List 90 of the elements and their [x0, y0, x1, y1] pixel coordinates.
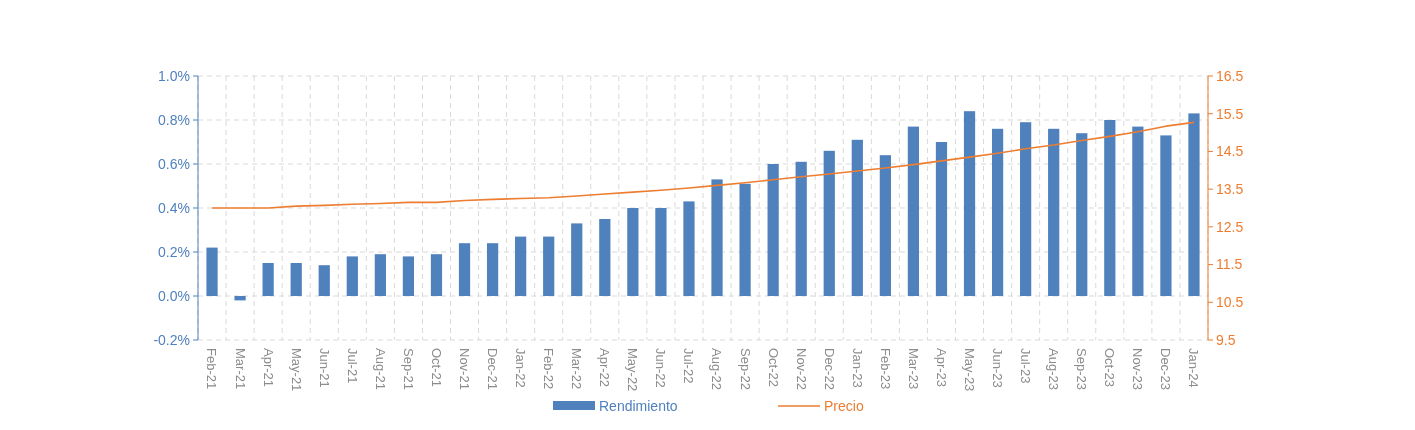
bar	[1132, 126, 1144, 296]
bar	[515, 236, 527, 296]
x-tick-label: Aug-21	[372, 348, 388, 390]
bar	[346, 256, 358, 296]
y2-tick-label: 9.5	[1216, 331, 1236, 348]
bar	[627, 208, 639, 296]
bar	[430, 254, 443, 296]
bar	[655, 208, 667, 296]
x-tick-label: Feb-23	[877, 348, 893, 390]
bar	[599, 219, 611, 296]
x-tick-label: Aug-23	[1046, 348, 1062, 390]
bar	[1188, 113, 1200, 296]
y-tick-label: 0.6%	[158, 155, 190, 172]
x-tick-label: Mar-22	[569, 348, 585, 390]
x-tick-label: Nov-23	[1130, 348, 1146, 390]
bar	[851, 139, 863, 296]
y2-tick-label: 10.5	[1216, 294, 1244, 311]
y2-tick-label: 16.5	[1216, 67, 1244, 84]
y2-tick-label: 13.5	[1216, 181, 1244, 198]
x-tick-label: Apr-21	[260, 348, 276, 388]
x-tick-label: Apr-23	[933, 348, 949, 388]
x-tick-label: Dec-23	[1158, 348, 1174, 390]
x-tick-label: Feb-21	[204, 348, 220, 390]
bar	[767, 164, 779, 296]
bar	[935, 142, 948, 296]
bar	[234, 296, 246, 301]
bar	[1048, 128, 1060, 296]
x-tick-label: Sep-22	[737, 348, 753, 390]
x-tick-label: Oct-22	[765, 348, 781, 388]
bar	[795, 161, 807, 296]
bar	[991, 128, 1004, 296]
x-tick-label: Jul-23	[1018, 348, 1034, 384]
bar	[206, 247, 218, 296]
y-tick-label: 0.8%	[158, 111, 190, 128]
bar	[711, 179, 723, 296]
y2-tick-label: 15.5	[1216, 105, 1244, 122]
x-tick-label: May-22	[625, 348, 641, 392]
bar	[318, 265, 330, 296]
y-tick-label: 0.2%	[158, 243, 190, 260]
x-tick-label: Jan-22	[513, 348, 529, 388]
bar	[907, 126, 920, 296]
y-tick-label: -0.2%	[153, 331, 190, 348]
y2-tick-label: 14.5	[1216, 143, 1244, 160]
bar	[963, 111, 976, 296]
x-tick-label: Jun-21	[316, 348, 332, 388]
bar	[543, 236, 555, 296]
y2-tick-label: 12.5	[1216, 218, 1244, 235]
bar	[683, 201, 695, 296]
bar	[374, 254, 386, 296]
x-tick-label: Feb-22	[541, 348, 557, 390]
x-tick-label: Sep-21	[400, 348, 416, 390]
line-series	[211, 121, 1195, 209]
x-tick-label: Jul-21	[344, 348, 360, 384]
bar	[739, 183, 751, 296]
x-tick-label: Jun-22	[653, 348, 669, 388]
x-tick-label: Nov-21	[456, 348, 472, 390]
x-tick-label: Mar-23	[905, 348, 921, 390]
y2-tick-label: 11.5	[1216, 256, 1243, 273]
x-tick-label: Jan-24	[1186, 348, 1202, 388]
x-tick-label: Dec-22	[821, 348, 837, 390]
x-tick-label: Oct-21	[428, 348, 444, 388]
x-tick-label: Jul-22	[681, 348, 697, 384]
bar	[262, 263, 274, 296]
bar	[1160, 135, 1172, 296]
x-tick-label: Jun-23	[990, 348, 1006, 388]
y-tick-label: 1.0%	[158, 67, 190, 84]
bar	[1104, 120, 1116, 296]
bar	[823, 150, 835, 296]
x-tick-label: Dec-21	[485, 348, 501, 390]
legend-label: Rendimiento	[599, 397, 678, 414]
x-tick-label: Apr-22	[597, 348, 613, 388]
bar	[879, 155, 891, 296]
x-tick-label: Jan-23	[849, 348, 865, 388]
bar	[458, 243, 471, 296]
bar	[571, 223, 583, 296]
bar	[1076, 133, 1088, 296]
y-tick-label: 0.4%	[158, 199, 190, 216]
x-tick-label: Nov-22	[793, 348, 809, 390]
bar	[402, 256, 415, 296]
bar	[486, 243, 499, 296]
bar	[1020, 122, 1032, 296]
bar	[290, 263, 302, 296]
x-tick-label: May-23	[961, 348, 977, 392]
legend-label: Precio	[824, 397, 864, 414]
x-tick-label: Mar-21	[232, 348, 248, 390]
x-tick-label: Oct-23	[1102, 348, 1118, 388]
x-tick-label: Aug-22	[709, 348, 725, 390]
x-tick-label: May-21	[288, 348, 304, 392]
x-tick-label: Sep-23	[1074, 348, 1090, 390]
y-tick-label: 0.0%	[158, 287, 190, 304]
